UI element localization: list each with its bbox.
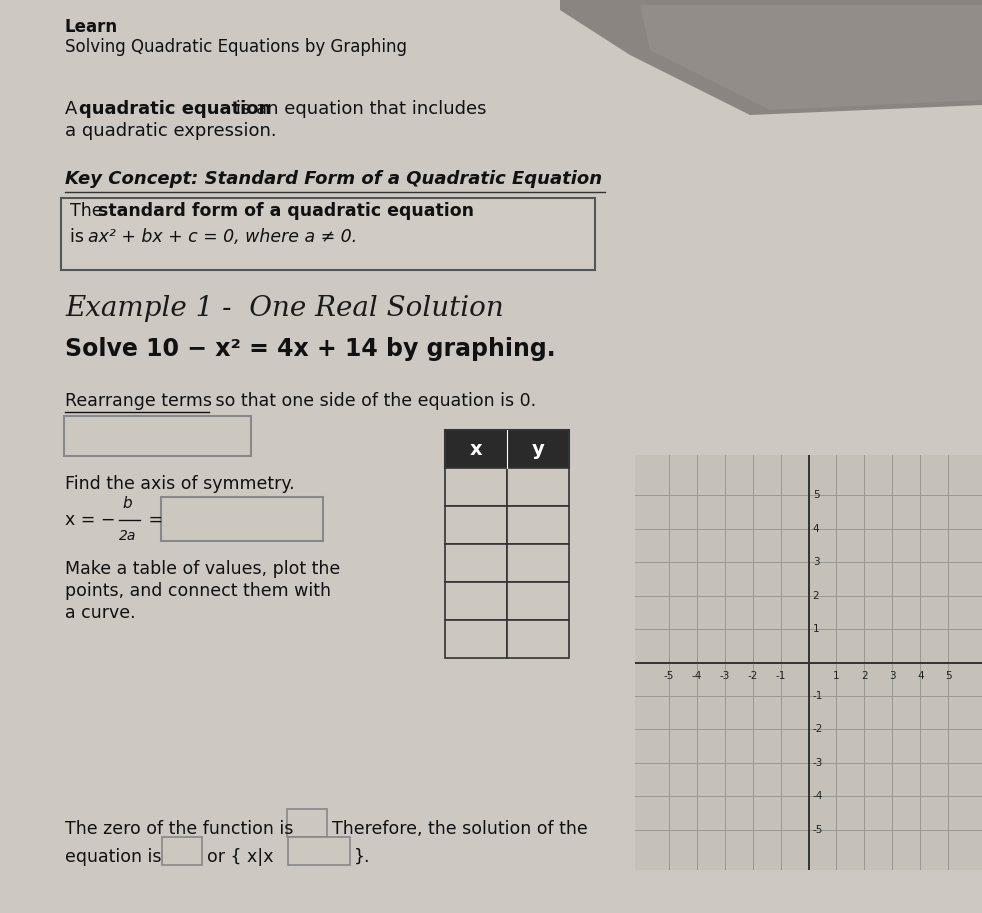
Text: is: is [70,228,89,246]
Text: equation is: equation is [65,848,161,866]
Text: -3: -3 [720,671,730,681]
Bar [507,468,569,506]
Text: -5: -5 [813,824,823,834]
Text: Key Concept: Standard Form of a Quadratic Equation: Key Concept: Standard Form of a Quadrati… [65,170,602,188]
FancyBboxPatch shape [161,497,323,541]
Bar [507,544,569,582]
Text: -5: -5 [664,671,674,681]
Text: ax² + bx + c = 0, where a ≠ 0.: ax² + bx + c = 0, where a ≠ 0. [88,228,357,246]
Text: A: A [65,100,83,118]
Text: b: b [122,496,132,511]
Bar [445,468,507,506]
Text: The: The [70,202,108,220]
FancyBboxPatch shape [162,837,202,865]
Text: 1: 1 [813,624,819,634]
Text: 2: 2 [813,591,819,601]
Text: Make a table of values, plot the: Make a table of values, plot the [65,560,340,578]
Text: points, and connect them with: points, and connect them with [65,582,331,600]
Bar [445,506,507,544]
Text: so that one side of the equation is 0.: so that one side of the equation is 0. [210,392,536,410]
Text: =: = [143,511,169,529]
FancyBboxPatch shape [61,198,595,270]
Text: Solving Quadratic Equations by Graphing: Solving Quadratic Equations by Graphing [65,38,407,56]
Text: 2: 2 [861,671,868,681]
Text: Find the axis of symmetry.: Find the axis of symmetry. [65,475,295,493]
Bar [445,620,507,658]
Polygon shape [640,5,982,110]
FancyBboxPatch shape [64,416,251,456]
Text: a curve.: a curve. [65,604,136,622]
Text: Rearrange terms: Rearrange terms [65,392,212,410]
Text: }.: }. [354,848,370,866]
Text: -2: -2 [813,724,823,734]
Text: The zero of the function is: The zero of the function is [65,820,294,838]
Text: -3: -3 [813,758,823,768]
Text: is an equation that includes: is an equation that includes [230,100,486,118]
Bar [507,506,569,544]
Text: 4: 4 [813,524,819,533]
Text: standard form of a quadratic equation: standard form of a quadratic equation [98,202,474,220]
Text: 3: 3 [889,671,896,681]
Bar [445,430,569,468]
Text: 3: 3 [813,557,819,567]
Bar [507,582,569,620]
Text: x: x [469,439,482,458]
FancyBboxPatch shape [288,837,350,865]
Text: 5: 5 [945,671,952,681]
Text: Solve 10 − x² = 4x + 14 by graphing.: Solve 10 − x² = 4x + 14 by graphing. [65,337,556,361]
Polygon shape [560,0,982,115]
Text: Example 1 -  One Real Solution: Example 1 - One Real Solution [65,295,504,322]
Bar [445,582,507,620]
Text: Learn: Learn [65,18,118,36]
Bar [507,620,569,658]
FancyBboxPatch shape [287,809,327,837]
Text: Therefore, the solution of the: Therefore, the solution of the [332,820,588,838]
Text: quadratic equation: quadratic equation [79,100,271,118]
Text: a quadratic expression.: a quadratic expression. [65,122,277,140]
Text: or { x|x: or { x|x [207,848,274,866]
Text: 2a: 2a [119,529,136,543]
Text: x = −: x = − [65,511,115,529]
Text: 5: 5 [813,490,819,500]
Text: -4: -4 [691,671,702,681]
Text: y: y [531,439,544,458]
Text: -1: -1 [813,691,823,701]
Text: 1: 1 [833,671,840,681]
Text: -1: -1 [776,671,786,681]
Text: -2: -2 [747,671,758,681]
Bar [445,544,507,582]
Text: -4: -4 [813,792,823,802]
Text: 4: 4 [917,671,924,681]
